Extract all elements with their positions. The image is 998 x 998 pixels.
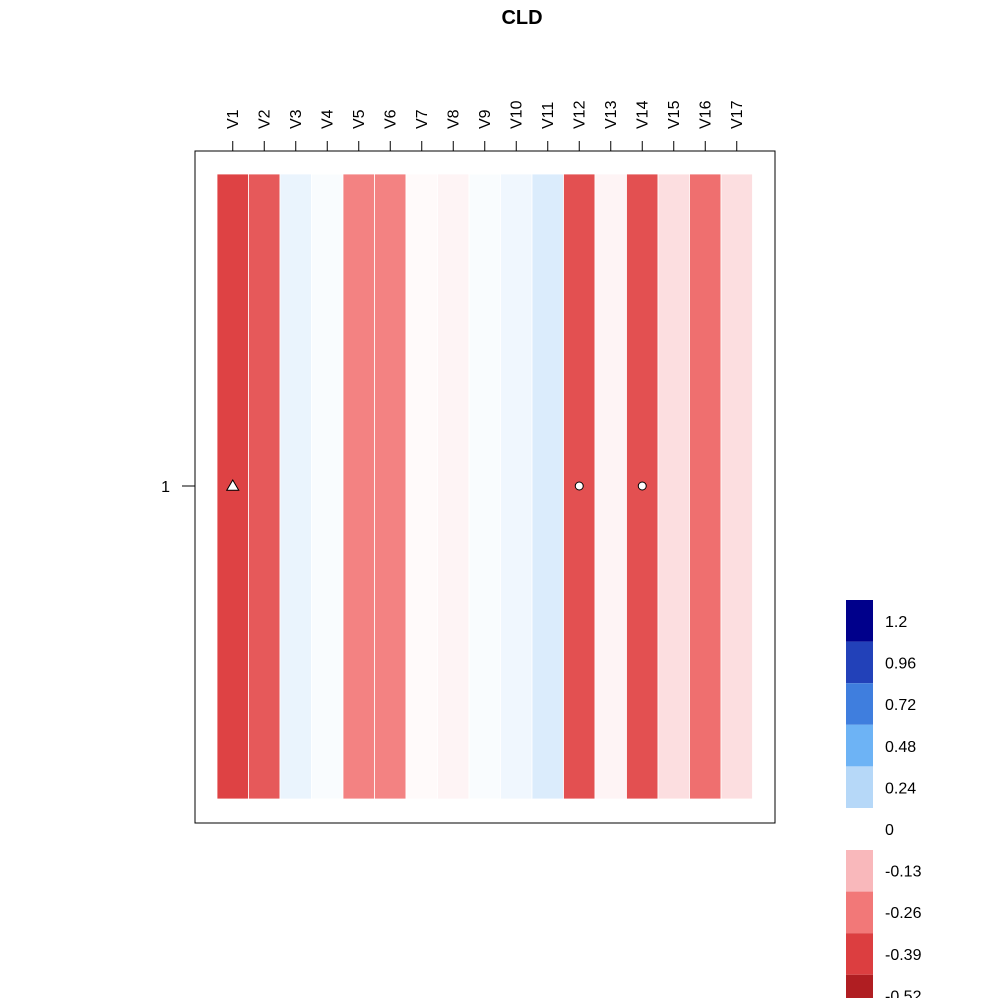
heatmap-cell-v7 [405, 173, 438, 800]
x-tick-label-v17: V17 [729, 100, 746, 129]
heatmap-cell-v9 [468, 173, 501, 800]
x-tick-label-v13: V13 [603, 100, 620, 129]
heatmap-cell-v11 [531, 173, 564, 800]
colorbar-segment-6 [846, 891, 873, 934]
x-tick-label-v14: V14 [634, 100, 651, 129]
x-tick-label-v5: V5 [351, 109, 368, 129]
colorbar-label-9: -0.52 [885, 988, 922, 998]
y-tick-label-1: 1 [161, 479, 170, 496]
colorbar-label-6: -0.13 [885, 864, 922, 881]
colorbar-label-3: 0.48 [885, 739, 916, 756]
x-tick-label-v8: V8 [445, 109, 462, 129]
colorbar-segment-1 [846, 641, 873, 684]
heatmap-cell-v10 [500, 173, 533, 800]
colorbar-label-4: 0.24 [885, 780, 916, 797]
heatmap-cell-v15 [657, 173, 690, 800]
heatmap-cell-v8 [437, 173, 470, 800]
x-tick-label-v16: V16 [697, 100, 714, 129]
heatmap-cell-v5 [342, 173, 375, 800]
colorbar-segment-3 [846, 724, 873, 767]
heatmap-cell-v3 [279, 173, 312, 800]
heatmap-cells [216, 173, 753, 800]
x-tick-label-v2: V2 [256, 109, 273, 129]
x-tick-label-v15: V15 [666, 100, 683, 129]
colorbar-label-2: 0.72 [885, 697, 916, 714]
colorbar-segment-0 [846, 600, 873, 642]
marker-circle-v12 [574, 481, 584, 491]
colorbar-label-7: -0.26 [885, 905, 922, 922]
colorbar-segment-4 [846, 766, 873, 808]
x-tick-label-v9: V9 [477, 109, 494, 129]
x-tick-label-v11: V11 [540, 102, 557, 129]
marker-circle-v14 [637, 481, 647, 491]
heatmap-markers [225, 479, 647, 491]
colorbar-segment-8 [846, 974, 873, 998]
x-tick-label-v7: V7 [414, 109, 431, 129]
colorbar-segment-5 [846, 850, 873, 892]
x-tick-label-v12: V12 [571, 100, 588, 129]
colorbar-label-1: 0.96 [885, 656, 916, 673]
colorbar-label-0: 1.2 [885, 614, 907, 631]
colorbar-label-5: 0 [885, 822, 894, 839]
heatmap-cell-v13 [594, 173, 627, 800]
x-tick-label-v6: V6 [382, 109, 399, 129]
x-tick-label-v1: V1 [225, 109, 242, 129]
x-tick-label-v3: V3 [288, 109, 305, 129]
heatmap-cell-v16 [689, 173, 722, 800]
x-tick-label-v4: V4 [319, 109, 336, 129]
heatmap-cell-v6 [374, 173, 407, 800]
heatmap-cell-v17 [720, 173, 753, 800]
colorbar-segment-7 [846, 933, 873, 975]
x-tick-label-v10: V10 [508, 100, 525, 129]
x-axis-ticks: V1 V2 V3 V4 V5 V6 V7 V8 V9 V10 V11 V12 V13 V14 V15 V16 V… [225, 100, 746, 151]
colorbar-segment-2 [846, 683, 873, 725]
colorbar-legend: 1.2 0.96 0.72 0.48 0.24 0 -0.13 -0.26 -0.39 -0.52 [846, 600, 922, 998]
marker-triangle-v1 [225, 479, 240, 491]
heatmap-cell-v2 [248, 173, 281, 800]
y-axis-ticks: 1 [161, 479, 195, 496]
chart-title: CLD [501, 7, 542, 29]
colorbar-label-8: -0.39 [885, 947, 922, 964]
heatmap-cell-v4 [311, 173, 344, 800]
